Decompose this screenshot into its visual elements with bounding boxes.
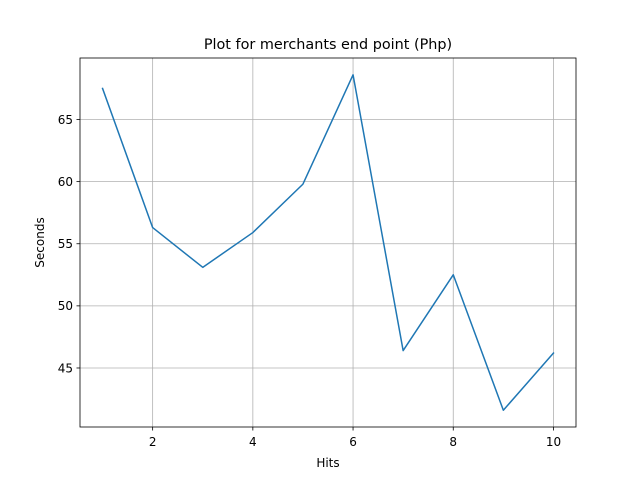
x-tick-label: 8 [449, 435, 457, 449]
x-tick-label: 6 [349, 435, 357, 449]
y-tick-label: 55 [58, 237, 73, 251]
y-tick-label: 65 [58, 113, 73, 127]
ticks: 2 4 6 8 10 45 50 55 60 65 [58, 113, 561, 449]
series-line [101, 74, 555, 411]
plot-frame [79, 57, 577, 428]
chart-title: Plot for merchants end point (Php) [204, 37, 452, 53]
x-tick-label: 10 [546, 435, 561, 449]
x-tick-label: 4 [249, 435, 257, 449]
y-axis-label: Seconds [33, 217, 47, 267]
y-tick-label: 45 [58, 361, 73, 375]
grid [80, 58, 576, 427]
y-tick-label: 60 [58, 175, 73, 189]
y-tick-label: 50 [58, 299, 73, 313]
x-axis-label: Hits [316, 456, 339, 470]
x-tick-label: 2 [149, 435, 157, 449]
series-layer [101, 74, 555, 411]
